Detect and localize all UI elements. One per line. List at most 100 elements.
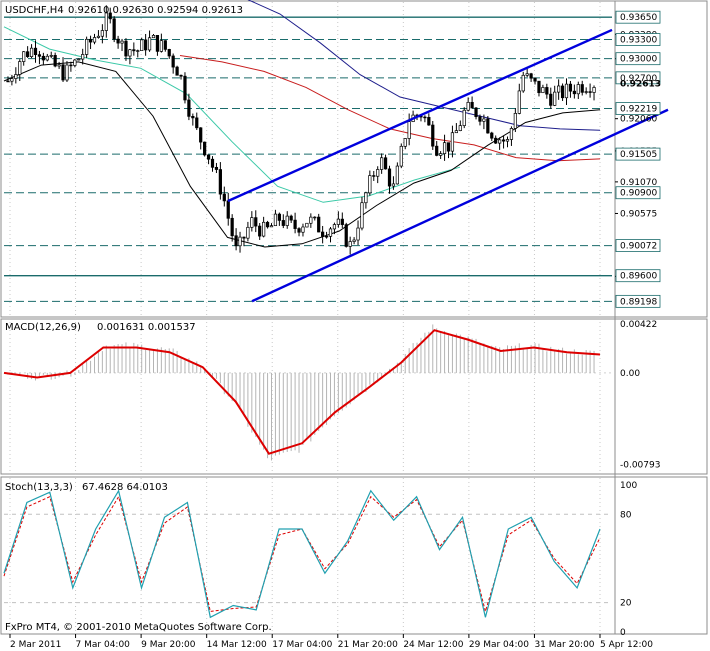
candle-body [478, 116, 482, 122]
candle-body [128, 49, 132, 57]
candle-body [446, 142, 451, 152]
candle-body [171, 55, 175, 68]
vertical-grid [9, 2, 601, 632]
candle-body [6, 80, 10, 83]
candle-body [564, 83, 569, 99]
candle-body [206, 154, 211, 160]
price-axis: 0.933800.930000.920600.915550.910700.905… [615, 10, 661, 308]
candle-body [517, 90, 521, 114]
candle-body [265, 221, 270, 228]
candle-body [69, 64, 73, 67]
candle-body [328, 228, 333, 237]
candle-body [132, 49, 136, 52]
candle-body [301, 226, 305, 233]
candle-body [167, 49, 171, 57]
candle-body [33, 47, 38, 56]
candle-body [352, 239, 356, 242]
candle-body [88, 38, 93, 43]
stoch-values: 67.4628 64.0103 [82, 482, 168, 493]
stoch-tick-label: 20 [620, 599, 632, 609]
candle-body [557, 85, 561, 93]
level-tag-label: 0.90072 [620, 242, 657, 252]
level-tag-label: 0.93650 [620, 13, 657, 23]
price-panel-frame [0, 0, 708, 318]
candle-body [568, 83, 573, 92]
candle-body [281, 220, 285, 226]
candle-body [155, 35, 160, 52]
candle-body [498, 139, 502, 144]
candle-body [230, 217, 234, 237]
candle-body [309, 216, 313, 224]
candle-body [580, 84, 584, 93]
ohlc-values: 0.92610 0.92630 0.92594 0.92613 [68, 5, 243, 16]
time-tick-label: 21 Mar 20:00 [338, 640, 398, 650]
price-tick-label: 0.90575 [620, 209, 657, 219]
candle-body [466, 101, 470, 111]
candle-body [584, 91, 588, 93]
candle-body [234, 235, 238, 247]
candle-body [383, 157, 388, 170]
candle-body [525, 73, 529, 76]
level-tag-box [615, 294, 661, 308]
candle-body [407, 121, 411, 139]
stoch-tick-label: 0 [620, 628, 626, 638]
candle-body [61, 64, 65, 81]
level-tag-box [615, 10, 661, 24]
level-tag-label: 0.89600 [620, 272, 657, 282]
trend-channel[interactable] [227, 28, 669, 303]
candle-body [53, 55, 57, 67]
macd-tick-label: 0.00422 [620, 320, 657, 330]
candle-body [77, 58, 81, 61]
candle-body [321, 231, 325, 237]
candle-body [501, 139, 506, 142]
candle-body [65, 64, 69, 81]
candle-body [474, 107, 478, 118]
stoch-tick-label: 80 [620, 510, 632, 520]
macd-panel-frame [0, 318, 708, 475]
candle-body [572, 90, 576, 95]
candle-body [112, 18, 116, 40]
candle-body [26, 51, 30, 57]
level-tag-label: 0.90900 [620, 189, 657, 199]
candle-body [372, 175, 376, 177]
candle-body [179, 74, 183, 77]
candle-body [391, 183, 396, 187]
macd-values: 0.001631 0.001537 [97, 322, 196, 333]
macd-tick-label: -0.00793 [620, 460, 660, 470]
candle-body [364, 192, 368, 204]
time-tick-label: 14 Mar 12:00 [207, 640, 267, 650]
level-tag-box [615, 52, 661, 66]
candle-body [588, 91, 592, 93]
candlesticks [6, 5, 596, 255]
candle-body [592, 87, 596, 93]
level-tag-label: 0.93300 [620, 36, 657, 46]
candle-body [218, 169, 222, 195]
level-tag-box [615, 71, 661, 85]
level-tag-box [615, 147, 661, 161]
candle-body [313, 216, 317, 219]
candle-body [258, 225, 262, 237]
candle-body [222, 193, 226, 202]
candle-body [273, 213, 278, 227]
ma-teal-line [3, 26, 461, 203]
candle-body [297, 228, 301, 233]
candle-body [262, 221, 266, 237]
candle-body [108, 12, 112, 20]
candle-body [22, 51, 26, 62]
macd-title: MACD(12,26,9) [5, 322, 81, 333]
candle-body [140, 39, 144, 51]
candle-body [277, 213, 281, 221]
candle-body [435, 145, 439, 156]
candle-body [14, 74, 18, 79]
candle-body [100, 30, 104, 37]
candle-body [513, 113, 517, 129]
candle-body [387, 168, 392, 187]
candle-body [442, 142, 447, 154]
candle-body [96, 35, 101, 38]
level-tag-label: 0.92700 [620, 74, 657, 84]
current-price-label: 0.92613 [620, 79, 661, 89]
candle-body [293, 219, 297, 229]
stoch-main-line [3, 489, 601, 619]
level-tag-box [615, 102, 661, 115]
